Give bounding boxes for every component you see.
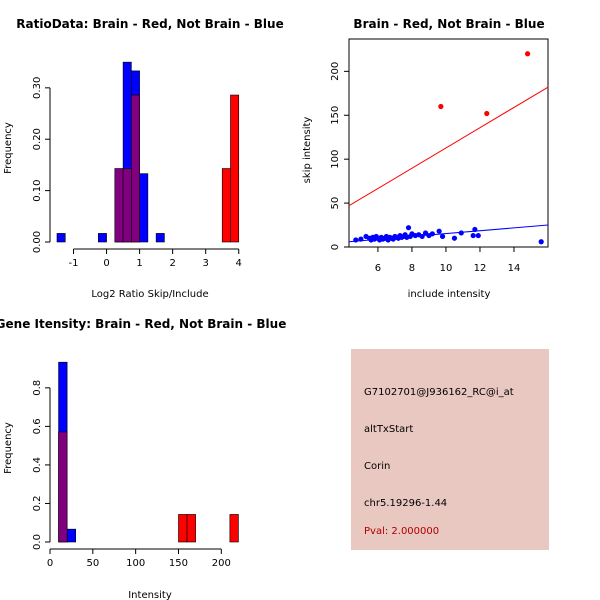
gene-intensity-y-tick-label: 0.2 (32, 496, 43, 512)
gene-intensity-y-tick-label: 0.8 (32, 380, 43, 396)
gene-intensity-bar-brain (186, 514, 196, 543)
gene-intensity-bar-brain (178, 514, 188, 543)
intensity-scatter-point-not-brain (470, 232, 476, 239)
gene-intensity-bar-brain (58, 431, 68, 543)
gene-name: Corin (364, 461, 391, 472)
intensity-scatter-point-brain (524, 51, 531, 57)
gene-intensity-x-tick-label: 0 (47, 558, 53, 569)
intensity-scatter-point-not-brain (436, 228, 442, 234)
intensity-scatter-point-not-brain (353, 237, 359, 243)
gene-intensity-histogram: Gene Itensity: Brain - Red, Not Brain - … (0, 317, 286, 600)
intensity-scatter-title: Brain - Red, Not Brain - Blue (353, 17, 544, 31)
ratio-histogram-title: RatioData: Brain - Red, Not Brain - Blue (16, 17, 283, 31)
genomic-location: chr5.19296-1.44 (364, 498, 448, 509)
ratio-histogram-x-tick-label: -1 (69, 258, 79, 269)
ratio-histogram: RatioData: Brain - Red, Not Brain - Blue… (3, 17, 284, 300)
intensity-scatter-y-tick-label: 50 (330, 197, 341, 210)
intensity-scatter-point-not-brain (429, 231, 435, 237)
ratio-histogram-bar-brain (230, 94, 240, 243)
ratio-histogram-bar-not-brain (139, 173, 149, 243)
gene-intensity-ylabel: Frequency (3, 422, 14, 474)
intensity-scatter-point-not-brain (458, 230, 464, 236)
ratio-histogram-x-tick-label: 3 (203, 258, 209, 269)
ratio-histogram-bar-not-brain (56, 233, 66, 243)
ratio-histogram-bar-not-brain (155, 233, 165, 243)
ratio-histogram-bar-not-brain (98, 233, 107, 243)
intensity-scatter-point-not-brain (439, 233, 446, 240)
gene-intensity-x-tick-label: 200 (212, 558, 231, 569)
event-type: altTxStart (364, 424, 414, 435)
ratio-histogram-y-tick-label: 0.30 (32, 77, 43, 99)
intensity-scatter-x-tick-label: 14 (508, 263, 521, 274)
ratio-histogram-bar-brain (131, 94, 140, 243)
gene-intensity-bar-brain (229, 514, 239, 543)
intensity-scatter-point-brain (438, 103, 444, 110)
ratio-histogram-x-tick-label: 4 (236, 258, 242, 269)
ratio-histogram-y-tick-label: 0.00 (32, 231, 43, 253)
intensity-scatter-y-tick-label: 0 (330, 244, 341, 250)
intensity-scatter: Brain - Red, Not Brain - Blue include in… (302, 17, 549, 300)
gene-intensity-bar-not-brain (66, 528, 76, 543)
ratio-histogram-x-tick-label: 2 (169, 258, 175, 269)
intensity-scatter-point-not-brain (475, 232, 481, 239)
ratio-histogram-bar-brain (221, 168, 231, 243)
ratio-histogram-x-tick-label: 0 (103, 258, 109, 269)
intensity-scatter-fit-brain (348, 86, 549, 207)
probe-info-panel: G7102701@J936162_RC@i_at altTxStart Cori… (351, 349, 549, 550)
intensity-scatter-frame (348, 38, 549, 248)
p-value: Pval: 2.000000 (364, 526, 440, 537)
ratio-histogram-y-tick-label: 0.10 (32, 179, 43, 201)
intensity-scatter-ylabel: skip intensity (302, 117, 313, 184)
gene-intensity-y-tick-label: 0.6 (32, 418, 43, 434)
intensity-scatter-point-not-brain (419, 233, 425, 240)
gene-intensity-x-tick-label: 150 (169, 558, 188, 569)
intensity-scatter-xlabel: include intensity (408, 289, 491, 300)
ratio-histogram-bar-brain (114, 168, 124, 243)
intensity-scatter-point-not-brain (405, 225, 412, 231)
intensity-scatter-x-tick-label: 6 (375, 263, 381, 274)
gene-intensity-title: Gene Itensity: Brain - Red, Not Brain - … (0, 317, 286, 331)
ratio-histogram-x-tick-label: 1 (136, 258, 142, 269)
probe-id: G7102701@J936162_RC@i_at (364, 387, 514, 398)
intensity-scatter-point-not-brain (538, 239, 544, 245)
ratio-histogram-y-tick-label: 0.20 (32, 128, 43, 150)
intensity-scatter-x-tick-label: 12 (474, 263, 487, 274)
gene-intensity-xlabel: Intensity (128, 590, 172, 600)
intensity-scatter-x-tick-label: 10 (440, 263, 453, 274)
intensity-scatter-point-brain (484, 110, 490, 117)
gene-intensity-x-tick-label: 50 (86, 558, 99, 569)
intensity-scatter-x-tick-label: 8 (409, 263, 415, 274)
intensity-scatter-point-not-brain (451, 235, 458, 241)
gene-intensity-y-tick-label: 0.0 (32, 534, 43, 550)
intensity-scatter-y-tick-label: 200 (330, 62, 341, 81)
gene-intensity-x-tick-label: 100 (126, 558, 145, 569)
ratio-histogram-bar-brain (122, 168, 132, 243)
gene-intensity-y-tick-label: 0.4 (32, 457, 43, 473)
intensity-scatter-y-tick-label: 150 (330, 106, 341, 125)
ratio-histogram-xlabel: Log2 Ratio Skip/Include (91, 289, 208, 300)
intensity-scatter-point-not-brain (358, 236, 364, 242)
intensity-scatter-y-tick-label: 100 (330, 150, 341, 169)
intensity-scatter-point-not-brain (472, 226, 478, 233)
ratio-histogram-ylabel: Frequency (3, 122, 14, 174)
